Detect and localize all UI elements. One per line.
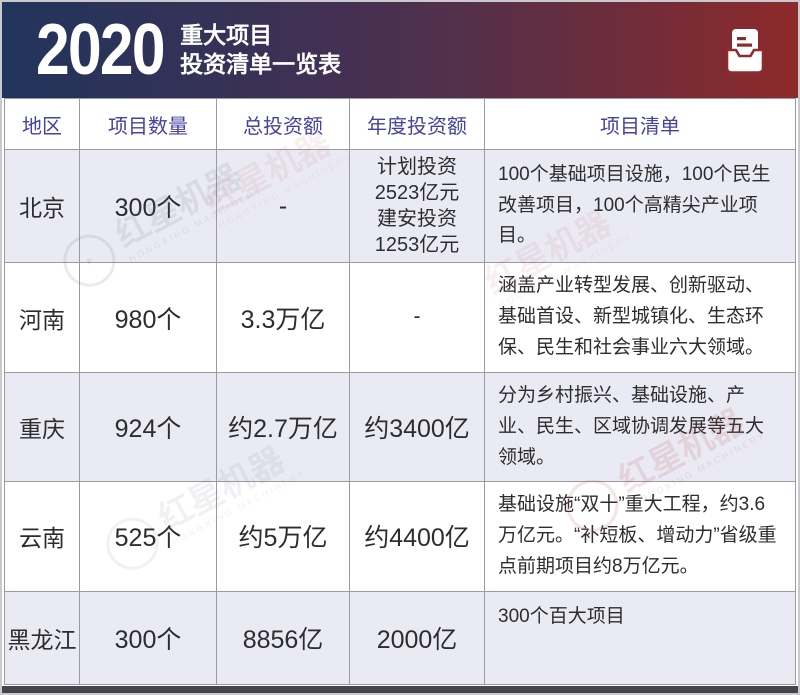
table-row-heilongjiang: 黑龙江 300个 8856亿 2000亿 300个百大项目 [4, 590, 796, 685]
investment-table: 地区 项目数量 总投资额 年度投资额 项目清单 北京 300个 - 计划投资 2… [4, 98, 796, 685]
header-banner: 2020 重大项目 投资清单一览表 [2, 2, 798, 98]
table-row-yunnan: 云南 525个 约5万亿 约4400亿 基础设施“双十”重大工程，约3.6万亿元… [4, 481, 796, 592]
cell-region: 北京 [4, 149, 80, 263]
cell-count: 300个 [79, 149, 217, 263]
cell-annual: 计划投资 2523亿元 建安投资 1253亿元 [349, 149, 485, 263]
inbox-tray-icon [725, 29, 765, 74]
cell-count: 924个 [79, 371, 217, 483]
cell-region: 重庆 [4, 371, 80, 483]
cell-list: 100个基础项目设施，100个民生改善项目，100个高精尖产业项目。 [484, 149, 796, 263]
table-header-row: 地区 项目数量 总投资额 年度投资额 项目清单 [4, 98, 796, 150]
cell-list: 分为乡村振兴、基础设施、产业、民生、区域协调发展等五大领域。 [484, 371, 796, 483]
cell-list: 300个百大项目 [484, 590, 796, 685]
table-row-beijing: 北京 300个 - 计划投资 2523亿元 建安投资 1253亿元 100个基础… [4, 149, 796, 263]
banner-title-line1: 重大项目 [180, 22, 273, 49]
footer-bar [2, 686, 798, 693]
cell-total: 8856亿 [216, 590, 350, 685]
column-header-list: 项目清单 [484, 98, 796, 150]
cell-region: 黑龙江 [4, 590, 80, 685]
column-header-region: 地区 [4, 98, 80, 150]
cell-total: - [216, 149, 350, 263]
table-row-henan: 河南 980个 3.3万亿 - 涵盖产业转型发展、创新驱动、基础首设、新型城镇化… [4, 262, 796, 373]
cell-region: 河南 [4, 262, 80, 373]
cell-count: 980个 [79, 262, 217, 373]
cell-count: 300个 [79, 590, 217, 685]
column-header-total: 总投资额 [216, 98, 350, 150]
cell-total: 约5万亿 [216, 481, 350, 592]
cell-annual: 2000亿 [349, 590, 485, 685]
table-row-chongqing: 重庆 924个 约2.7万亿 约3400亿 分为乡村振兴、基础设施、产业、民生、… [4, 371, 796, 483]
cell-count: 525个 [79, 481, 217, 592]
column-header-count: 项目数量 [79, 98, 217, 150]
cell-annual: - [349, 262, 485, 373]
cell-list: 基础设施“双十”重大工程，约3.6万亿元。“补短板、增动力”省级重点前期项目约8… [484, 481, 796, 592]
cell-list: 涵盖产业转型发展、创新驱动、基础首设、新型城镇化、生态环保、民生和社会事业六大领… [484, 262, 796, 373]
cell-annual: 约3400亿 [349, 371, 485, 483]
cell-total: 3.3万亿 [216, 262, 350, 373]
cell-region: 云南 [4, 481, 80, 592]
cell-total: 约2.7万亿 [216, 371, 350, 483]
year-label: 2020 [36, 10, 166, 90]
column-header-annual: 年度投资额 [349, 98, 485, 150]
banner-title: 重大项目 投资清单一览表 [180, 21, 341, 79]
banner-title-line2: 投资清单一览表 [180, 51, 342, 77]
cell-annual: 约4400亿 [349, 481, 485, 592]
